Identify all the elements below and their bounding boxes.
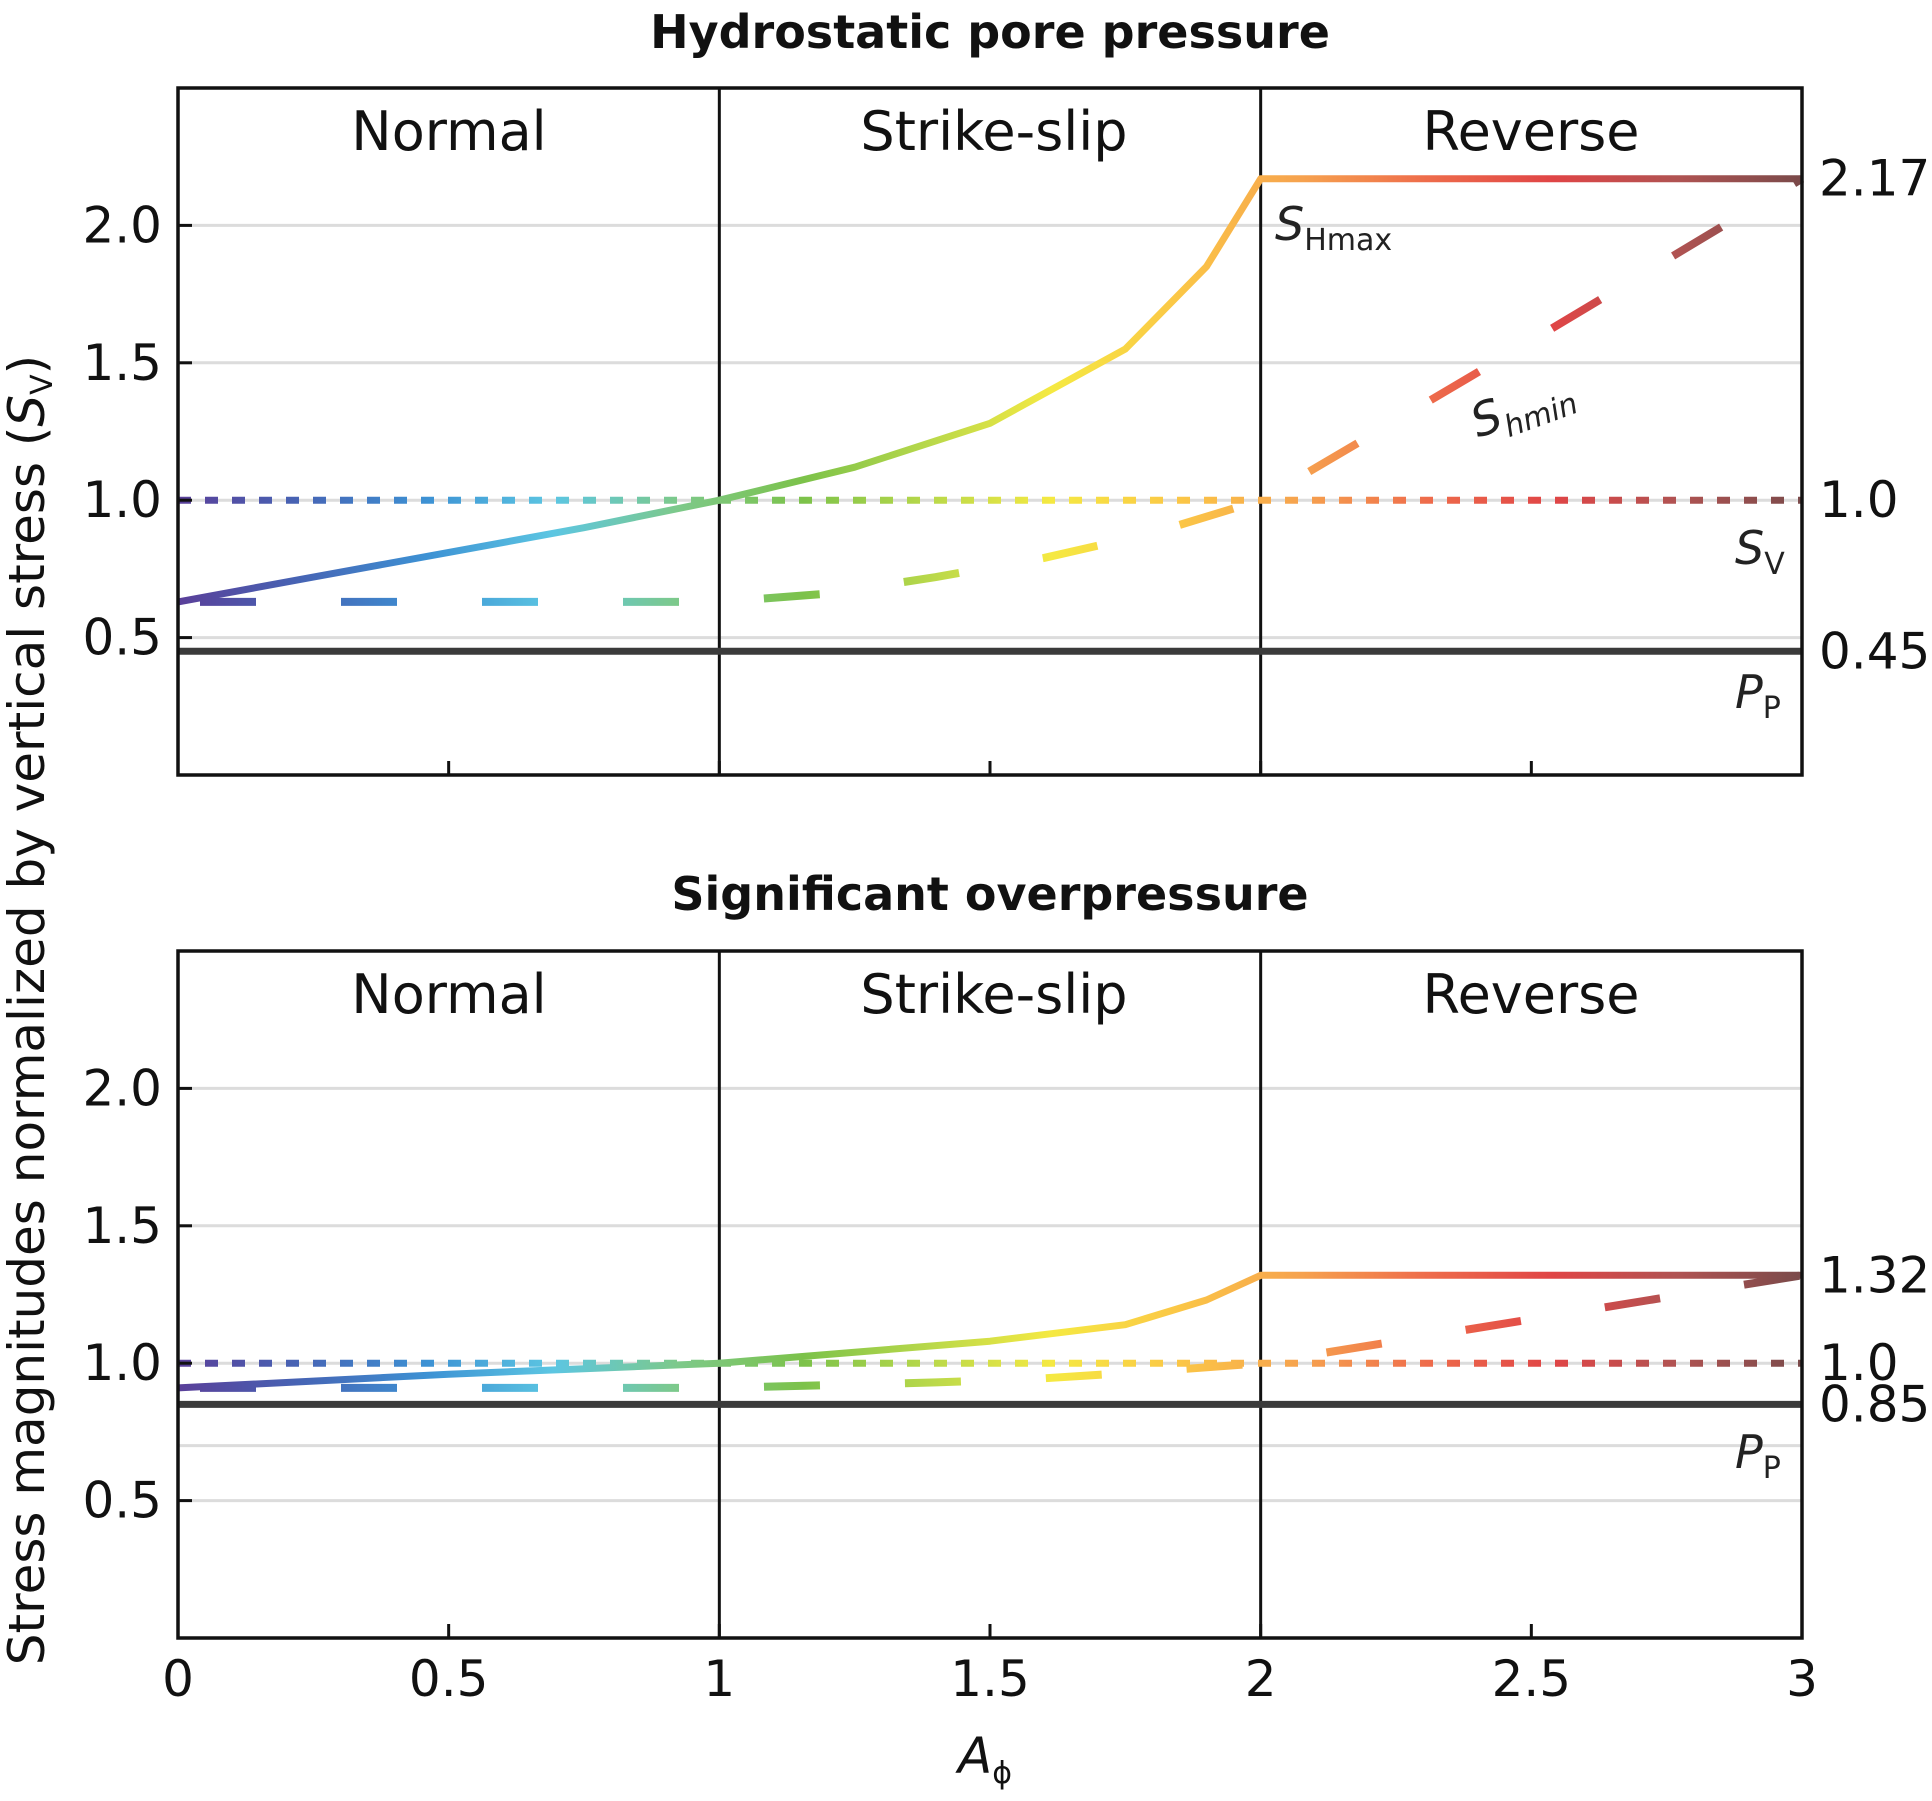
- gridlines: [178, 223, 1802, 640]
- sv-label: SV: [1735, 521, 1785, 582]
- panel-overpressure: Significant overpressure Normal Strike-s…: [82, 867, 1930, 1708]
- y-tick-labels: 0.5 1.0 1.5 2.0: [82, 196, 162, 666]
- shmin-dashed-line: [178, 1271, 1803, 1392]
- axes-border: [176, 86, 1804, 777]
- regime-label-reverse: Reverse: [1422, 100, 1639, 163]
- y-axis-label: Stress magnitudes normalized by vertical…: [0, 355, 60, 1665]
- series-labels: PP: [1735, 1425, 1781, 1486]
- shmax-line: [177, 1271, 1802, 1392]
- shmax-label: SHmax: [1275, 197, 1392, 258]
- panel-hydrostatic: Hydrostatic pore pressure Normal Strike-…: [82, 5, 1930, 777]
- series-lines: [177, 1271, 1803, 1408]
- right-value-label: 0.45: [1819, 622, 1930, 680]
- regime-labels: Normal Strike-slip Reverse: [351, 963, 1639, 1026]
- right-value-labels: 1.32 1.00.85: [1819, 1246, 1930, 1433]
- pp-label: PP: [1735, 665, 1781, 726]
- regime-boundaries: [717, 88, 1263, 775]
- x-tick-label: 1.5: [950, 1650, 1030, 1708]
- x-tick-label: 2.5: [1492, 1650, 1572, 1708]
- pp-label: PP: [1735, 1425, 1781, 1486]
- y-tick-label: 1.5: [82, 1197, 162, 1255]
- axes-frame: [176, 949, 1804, 1640]
- y-tick-label: 1.5: [82, 334, 162, 392]
- right-value-label: 0.85: [1819, 1375, 1930, 1433]
- x-axis-label: Aϕ: [955, 1727, 1012, 1791]
- right-value-label: 1.0: [1819, 471, 1899, 529]
- y-tick-labels: 0.5 1.0 1.5 2.0: [82, 1059, 162, 1529]
- y-tick-label: 2.0: [82, 1059, 162, 1117]
- y-tick-label: 2.0: [82, 196, 162, 254]
- axes-frame: [176, 86, 1804, 777]
- regime-label-normal: Normal: [351, 963, 546, 1026]
- x-tick-label: 3: [1786, 1650, 1818, 1708]
- right-value-label: 2.17: [1819, 150, 1930, 208]
- y-tick-label: 0.5: [82, 1472, 162, 1530]
- gridlines: [178, 1086, 1802, 1503]
- x-tick-labels: 0 0.5 1 1.5 2 2.5 3: [162, 1650, 1818, 1708]
- y-tick-label: 1.0: [82, 1334, 162, 1392]
- regime-labels: Normal Strike-slip Reverse: [351, 100, 1639, 163]
- regime-label-strike-slip: Strike-slip: [860, 100, 1127, 163]
- panel-title: Significant overpressure: [671, 867, 1308, 921]
- regime-label-strike-slip: Strike-slip: [860, 963, 1127, 1026]
- x-tick-label: 0.5: [409, 1650, 489, 1708]
- x-tick-label: 2: [1245, 1650, 1277, 1708]
- x-tick-label: 0: [162, 1650, 194, 1708]
- panel-title: Hydrostatic pore pressure: [650, 5, 1330, 59]
- right-value-label: 1.32: [1819, 1246, 1930, 1304]
- regime-label-reverse: Reverse: [1422, 963, 1639, 1026]
- right-value-label: 1.0: [1819, 1334, 1899, 1392]
- regime-boundaries: [717, 951, 1263, 1638]
- series-labels: SHmax Shmin SV PP: [1275, 197, 1785, 726]
- shmin-label: Shmin: [1463, 362, 1582, 455]
- series-lines: [177, 175, 1805, 655]
- right-value-labels: 2.17 1.0 0.45: [1819, 150, 1930, 681]
- x-tick-label: 1: [703, 1650, 735, 1708]
- regime-label-normal: Normal: [351, 100, 546, 163]
- axes-border: [176, 949, 1804, 1640]
- y-tick-label: 1.0: [82, 471, 162, 529]
- y-tick-label: 0.5: [82, 609, 162, 667]
- shmax-line: [177, 175, 1802, 606]
